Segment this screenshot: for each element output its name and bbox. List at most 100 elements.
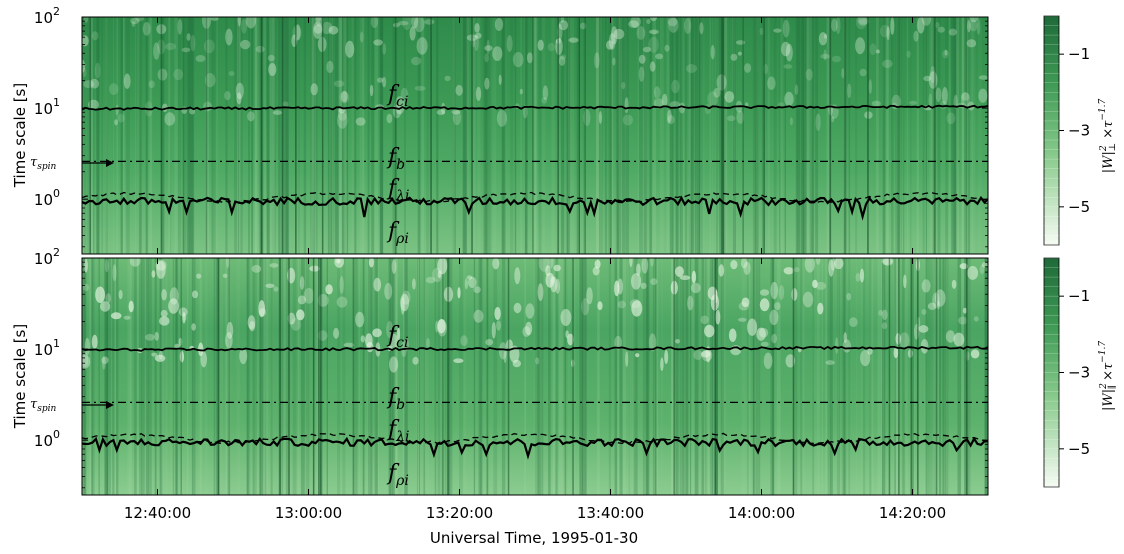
heatmap-speckle bbox=[867, 347, 873, 355]
heatmap-streak bbox=[319, 258, 323, 495]
heatmap-speckle bbox=[966, 39, 977, 48]
heatmap-speckle bbox=[704, 324, 715, 338]
heatmap-speckle bbox=[195, 55, 206, 62]
heatmap-speckle bbox=[290, 317, 301, 331]
heatmap-streak bbox=[611, 17, 614, 254]
heatmap-dark-streak bbox=[673, 258, 675, 495]
heatmap-streak bbox=[942, 258, 944, 495]
heatmap-streak bbox=[237, 17, 241, 254]
heatmap-dark-streak bbox=[394, 17, 397, 254]
heatmap-streak bbox=[880, 258, 884, 495]
heatmap-speckle bbox=[484, 45, 493, 51]
heatmap-streak bbox=[576, 17, 578, 254]
heatmap-speckle bbox=[944, 49, 948, 56]
heatmap-speckle bbox=[160, 309, 168, 318]
heatmap-streak bbox=[685, 258, 689, 495]
heatmap-streak bbox=[477, 17, 481, 254]
heatmap-speckle bbox=[506, 339, 513, 350]
heatmap-speckle bbox=[936, 300, 940, 310]
heatmap-speckle bbox=[457, 287, 461, 299]
heatmap-dark-streak bbox=[966, 258, 968, 495]
heatmap-streak bbox=[771, 258, 775, 495]
heatmap-streak bbox=[694, 258, 699, 495]
heatmap-streak bbox=[246, 258, 250, 495]
heatmap-speckle bbox=[333, 327, 340, 339]
heatmap-streak bbox=[421, 17, 424, 254]
heatmap-streak bbox=[371, 17, 374, 254]
heatmap-speckle bbox=[368, 258, 374, 268]
heatmap-streak bbox=[205, 258, 208, 495]
heatmap-streak bbox=[661, 258, 663, 495]
svg-text:τspin: τspin bbox=[30, 397, 56, 414]
heatmap-speckle bbox=[355, 311, 365, 328]
heatmap-streak bbox=[281, 258, 283, 495]
heatmap-streak bbox=[150, 258, 152, 495]
heatmap-speckle bbox=[812, 279, 818, 289]
heatmap-streak bbox=[268, 17, 271, 254]
heatmap-speckle bbox=[937, 26, 945, 33]
heatmap-streak bbox=[540, 258, 544, 495]
heatmap-speckle bbox=[204, 73, 216, 88]
heatmap-streak bbox=[338, 17, 343, 254]
heatmap-speckle bbox=[913, 30, 919, 42]
bottom-heatmap-texture bbox=[82, 258, 988, 495]
heatmap-speckle bbox=[951, 279, 957, 289]
heatmap-streak bbox=[463, 17, 468, 254]
heatmap-speckle bbox=[581, 298, 590, 316]
heatmap-streak bbox=[887, 17, 890, 254]
heatmap-speckle bbox=[226, 258, 230, 269]
heatmap-speckle bbox=[326, 60, 334, 73]
heatmap-speckle bbox=[485, 339, 494, 346]
heatmap-speckle bbox=[444, 75, 451, 82]
heatmap-speckle bbox=[437, 270, 442, 279]
heatmap-speckle bbox=[849, 317, 858, 327]
heatmap-speckle bbox=[612, 57, 616, 66]
heatmap-streak bbox=[715, 258, 718, 495]
heatmap-streak bbox=[679, 17, 683, 254]
heatmap-speckle bbox=[825, 360, 835, 365]
heatmap-speckle bbox=[105, 293, 112, 304]
heatmap-streak bbox=[843, 258, 845, 495]
heatmap-streak bbox=[123, 17, 125, 254]
heatmap-speckle bbox=[621, 82, 626, 90]
heatmap-streak bbox=[267, 258, 269, 495]
heatmap-speckle bbox=[675, 266, 684, 277]
heatmap-streak bbox=[367, 258, 371, 495]
heatmap-streak bbox=[615, 17, 619, 254]
heatmap-speckle bbox=[181, 106, 188, 114]
heatmap-speckle bbox=[181, 47, 191, 53]
heatmap-streak bbox=[130, 258, 132, 495]
heatmap-streak bbox=[311, 17, 315, 254]
heatmap-streak bbox=[559, 258, 561, 495]
heatmap-streak bbox=[441, 258, 445, 495]
heatmap-speckle bbox=[249, 321, 256, 332]
heatmap-speckle bbox=[868, 79, 872, 94]
heatmap-speckle bbox=[247, 315, 256, 330]
heatmap-speckle bbox=[247, 111, 255, 122]
heatmap-speckle bbox=[336, 258, 341, 264]
heatmap-streak bbox=[825, 258, 828, 495]
heatmap-speckle bbox=[959, 263, 968, 270]
bottom-ylabel: Time scale [s] bbox=[11, 324, 29, 429]
heatmap-speckle bbox=[315, 17, 322, 22]
heatmap-streak bbox=[343, 17, 347, 254]
heatmap-speckle bbox=[339, 91, 350, 104]
heatmap-speckle bbox=[871, 100, 881, 107]
heatmap-streak bbox=[460, 17, 464, 254]
heatmap-speckle bbox=[494, 307, 501, 320]
heatmap-speckle bbox=[769, 309, 779, 326]
heatmap-speckle bbox=[690, 282, 701, 294]
heatmap-speckle bbox=[84, 258, 88, 273]
heatmap-speckle bbox=[190, 35, 196, 52]
heatmap-speckle bbox=[258, 300, 266, 318]
heatmap-speckle bbox=[967, 265, 979, 280]
heatmap-speckle bbox=[969, 19, 978, 32]
heatmap-speckle bbox=[771, 333, 778, 344]
heatmap-streak bbox=[710, 258, 712, 495]
heatmap-streak bbox=[949, 17, 951, 254]
heatmap-streak bbox=[598, 17, 603, 254]
heatmap-streak bbox=[493, 17, 497, 254]
heatmap-streak bbox=[539, 258, 542, 495]
heatmap-streak bbox=[709, 17, 711, 254]
top-heatmap-texture bbox=[82, 17, 988, 254]
